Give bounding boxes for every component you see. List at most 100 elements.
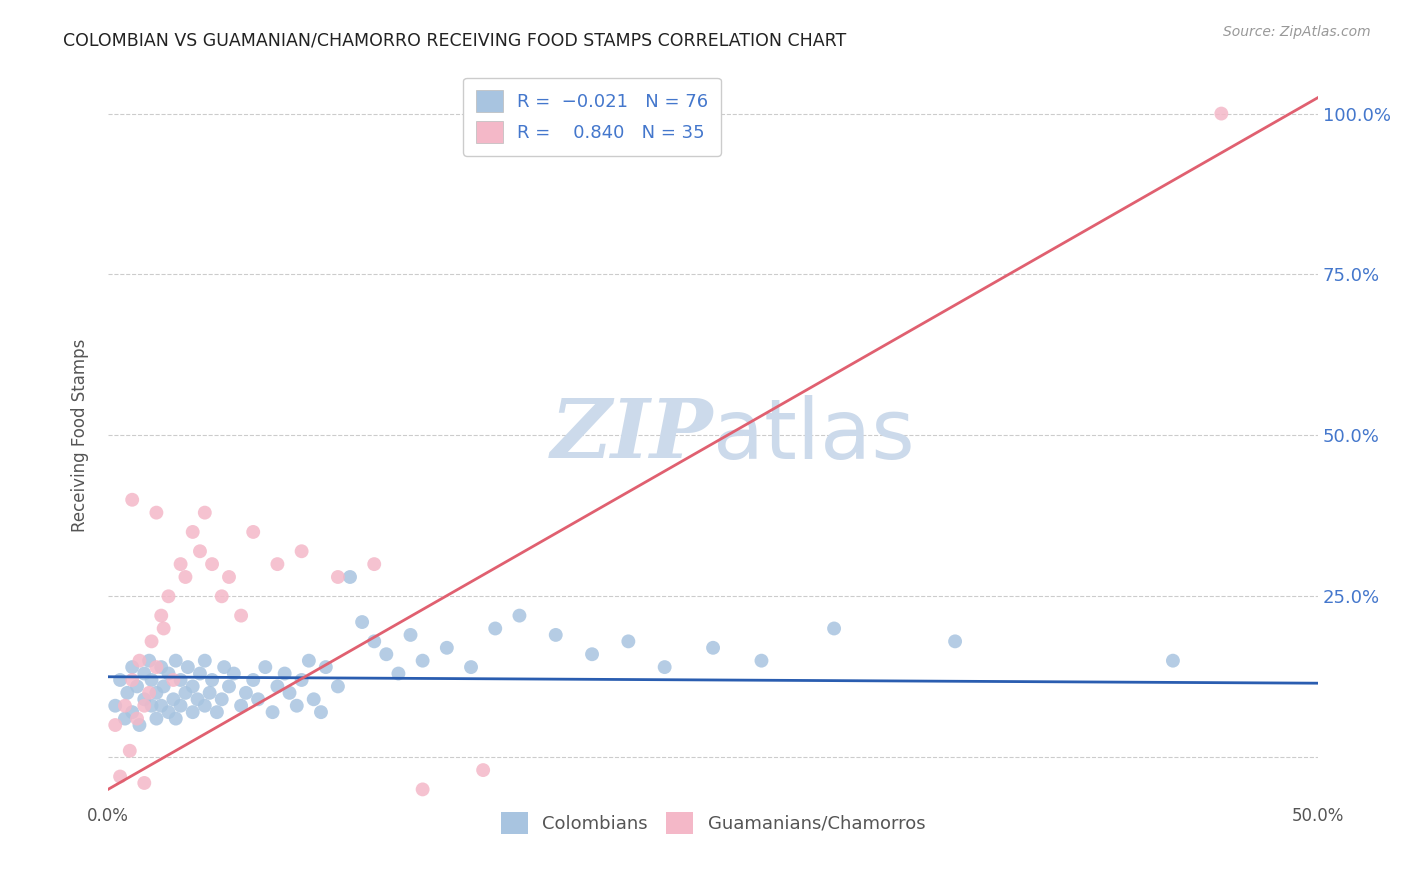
Point (242, 673, 264, 687)
Point (150, 608, 173, 623)
Point (181, 705, 204, 719)
Point (121, 660, 143, 674)
Point (150, 698, 173, 713)
Point (157, 705, 180, 719)
Point (108, 673, 131, 687)
Point (472, 763, 495, 777)
Point (125, 680, 148, 694)
Point (254, 660, 277, 674)
Point (326, 680, 349, 694)
Point (363, 557, 385, 571)
Point (181, 680, 204, 694)
Point (412, 782, 434, 797)
Legend: Colombians, Guamanians/Chamorros: Colombians, Guamanians/Chamorros (491, 801, 936, 845)
Point (211, 692, 233, 706)
Point (544, 628, 567, 642)
Point (181, 524, 204, 539)
Point (1161, 654, 1184, 668)
Point (117, 686, 139, 700)
Point (212, 660, 235, 674)
Point (145, 712, 167, 726)
Point (177, 660, 200, 674)
Point (141, 673, 163, 687)
Point (138, 654, 160, 668)
Point (205, 705, 228, 719)
Point (186, 692, 208, 706)
Point (242, 524, 264, 539)
Y-axis label: Receiving Food Stamps: Receiving Food Stamps (72, 339, 89, 533)
Point (188, 666, 211, 681)
Point (363, 634, 385, 648)
Point (194, 698, 217, 713)
Point (436, 640, 458, 655)
Point (285, 698, 308, 713)
Point (145, 686, 167, 700)
Point (104, 698, 127, 713)
Point (291, 673, 314, 687)
Text: atlas: atlas (713, 395, 915, 476)
Point (315, 660, 337, 674)
Point (229, 698, 252, 713)
Point (235, 686, 257, 700)
Point (617, 634, 640, 648)
Point (194, 654, 217, 668)
Point (174, 570, 197, 584)
Point (198, 686, 221, 700)
Point (460, 660, 482, 674)
Point (188, 544, 211, 558)
Point (201, 673, 224, 687)
Point (375, 647, 398, 661)
Point (134, 776, 156, 790)
Point (104, 718, 127, 732)
Point (141, 698, 163, 713)
Point (943, 634, 966, 648)
Point (298, 654, 321, 668)
Point (141, 634, 163, 648)
Point (654, 660, 676, 674)
Point (222, 666, 245, 681)
Point (165, 654, 187, 668)
Point (273, 666, 295, 681)
Point (581, 647, 603, 661)
Point (262, 705, 284, 719)
Point (114, 712, 136, 726)
Point (387, 666, 409, 681)
Point (157, 666, 180, 681)
Point (194, 506, 217, 520)
Point (751, 654, 773, 668)
Point (152, 622, 174, 636)
Point (266, 557, 288, 571)
Point (165, 712, 187, 726)
Point (702, 640, 724, 655)
Point (218, 680, 240, 694)
Text: ZIP: ZIP (550, 395, 713, 475)
Point (247, 692, 270, 706)
Point (145, 660, 167, 674)
Point (128, 654, 150, 668)
Point (118, 744, 141, 758)
Point (201, 557, 224, 571)
Point (108, 770, 131, 784)
Point (211, 590, 233, 604)
Point (412, 654, 434, 668)
Point (169, 557, 191, 571)
Point (823, 622, 845, 636)
Point (508, 608, 530, 623)
Point (157, 590, 180, 604)
Point (145, 506, 167, 520)
Point (128, 718, 150, 732)
Point (309, 705, 332, 719)
Point (169, 698, 191, 713)
Point (162, 673, 184, 687)
Point (339, 570, 361, 584)
Point (162, 692, 184, 706)
Point (399, 628, 422, 642)
Point (326, 570, 349, 584)
Text: COLOMBIAN VS GUAMANIAN/CHAMORRO RECEIVING FOOD STAMPS CORRELATION CHART: COLOMBIAN VS GUAMANIAN/CHAMORRO RECEIVIN… (63, 31, 846, 49)
Point (134, 666, 156, 681)
Point (174, 686, 197, 700)
Text: Source: ZipAtlas.com: Source: ZipAtlas.com (1223, 25, 1371, 39)
Point (121, 705, 143, 719)
Point (302, 692, 325, 706)
Point (125, 712, 148, 726)
